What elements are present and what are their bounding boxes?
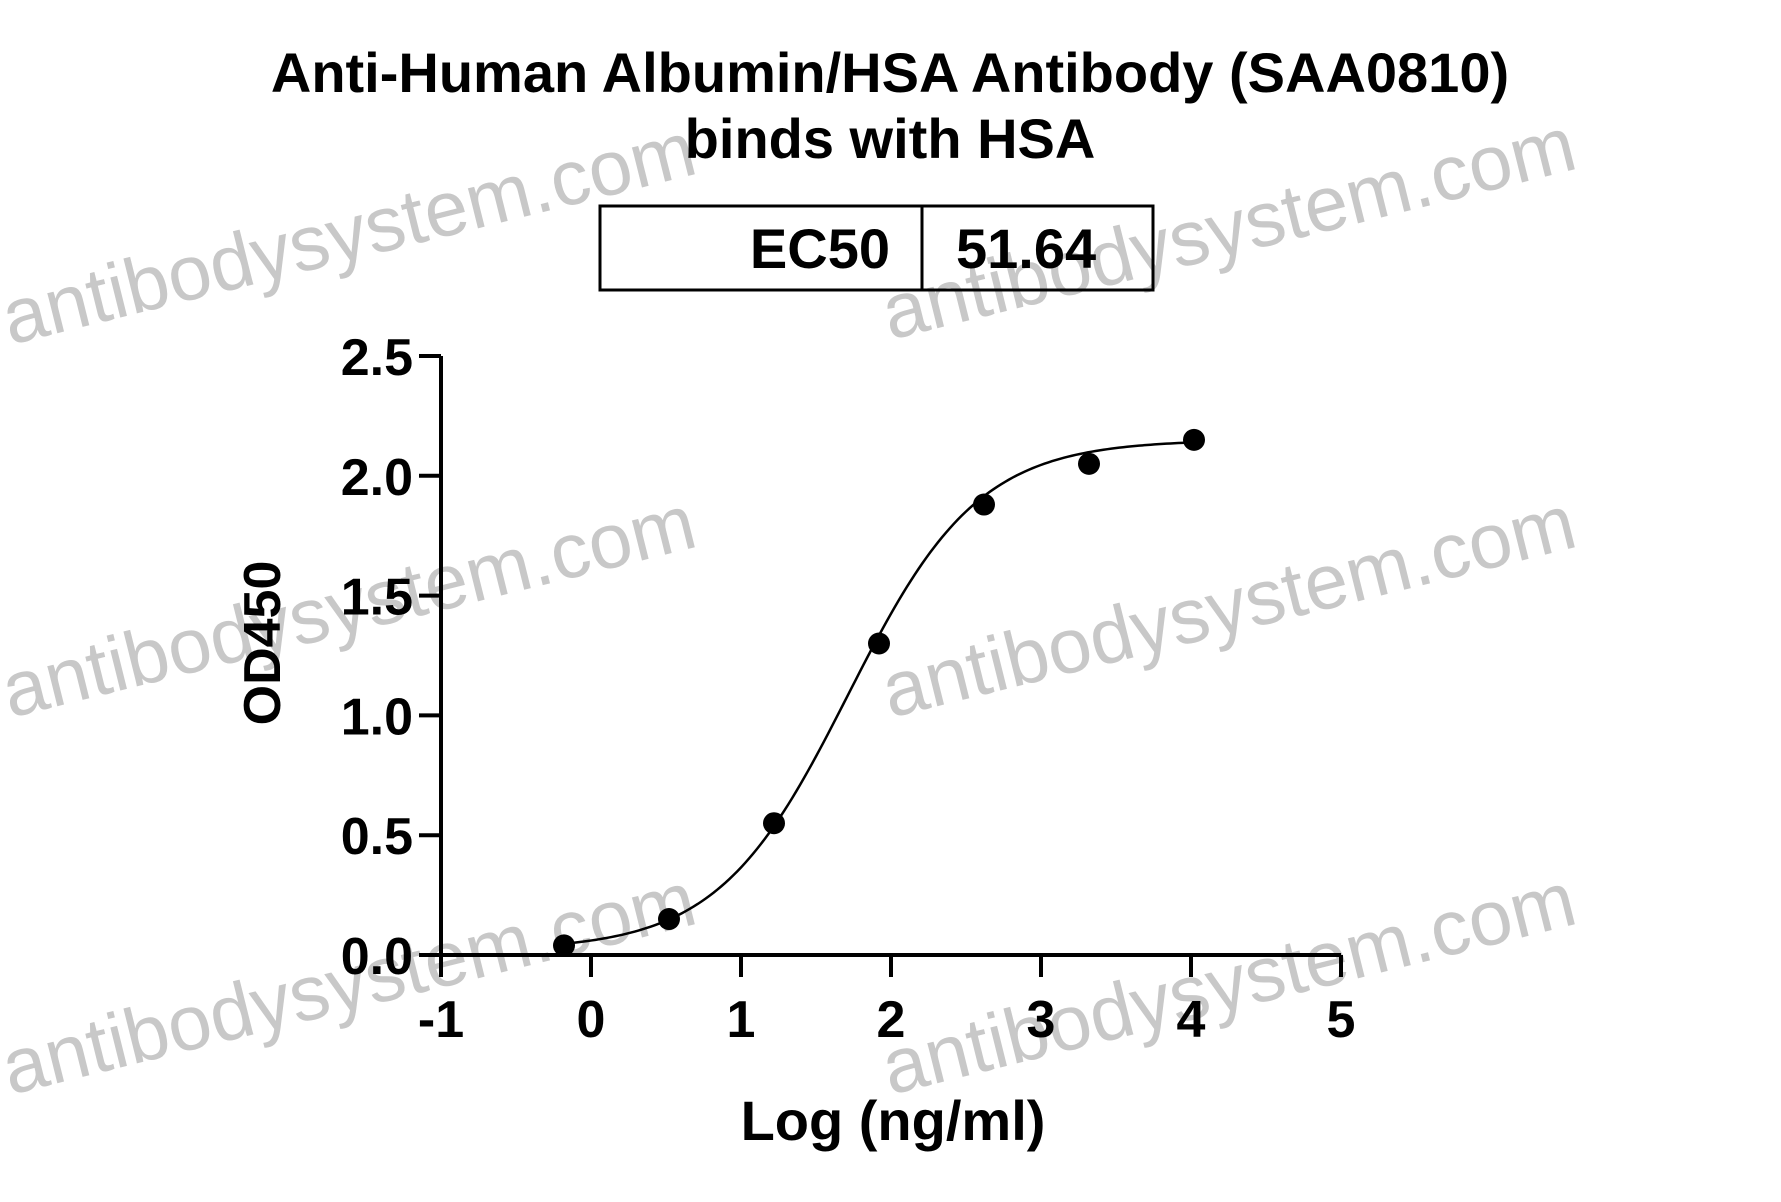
x-axis-label: Log (ng/ml) bbox=[741, 1089, 1046, 1152]
y-tick-label: 2.0 bbox=[341, 449, 413, 507]
x-tick-label: 0 bbox=[577, 991, 606, 1049]
x-tick-label: 4 bbox=[1177, 991, 1206, 1049]
y-tick-label: 2.5 bbox=[341, 329, 413, 387]
data-point bbox=[553, 934, 575, 957]
y-tick-label: 1.5 bbox=[341, 569, 413, 627]
watermark-text: antibodysystem.com bbox=[873, 854, 1584, 1111]
y-tick-label: 0.5 bbox=[341, 808, 413, 866]
x-tick-label: 2 bbox=[877, 991, 906, 1049]
data-point bbox=[763, 812, 785, 835]
x-tick-label: 1 bbox=[727, 991, 756, 1049]
x-tick-label: 3 bbox=[1027, 991, 1056, 1049]
x-tick-label: -1 bbox=[418, 991, 464, 1049]
ec50-label: EC50 bbox=[750, 217, 890, 280]
data-point bbox=[973, 493, 995, 516]
data-point bbox=[1078, 452, 1100, 475]
watermark-text: antibodysystem.com bbox=[0, 104, 704, 361]
data-point bbox=[868, 632, 890, 655]
x-tick-label: 5 bbox=[1327, 991, 1356, 1049]
data-point bbox=[658, 908, 680, 931]
y-axis-label: OD450 bbox=[234, 561, 292, 726]
x-axis-ticks: -1 0 1 2 3 4 5 bbox=[418, 955, 1356, 1049]
y-tick-label: 1.0 bbox=[341, 688, 413, 746]
watermark-text: antibodysystem.com bbox=[873, 477, 1584, 734]
data-point bbox=[1183, 428, 1205, 451]
ec50-table-border bbox=[598, 204, 1155, 292]
y-axis-ticks: 0.0 0.5 1.0 1.5 2.0 2.5 bbox=[341, 329, 441, 986]
ec50-value: 51.64 bbox=[956, 217, 1096, 280]
data-points bbox=[553, 428, 1205, 957]
y-tick-label: 0.0 bbox=[341, 928, 413, 986]
ec50-table: EC50 51.64 bbox=[598, 204, 1155, 292]
chart-title: Anti-Human Albumin/HSA Antibody (SAA0810… bbox=[271, 41, 1509, 104]
chart-subtitle: binds with HSA bbox=[685, 107, 1096, 170]
